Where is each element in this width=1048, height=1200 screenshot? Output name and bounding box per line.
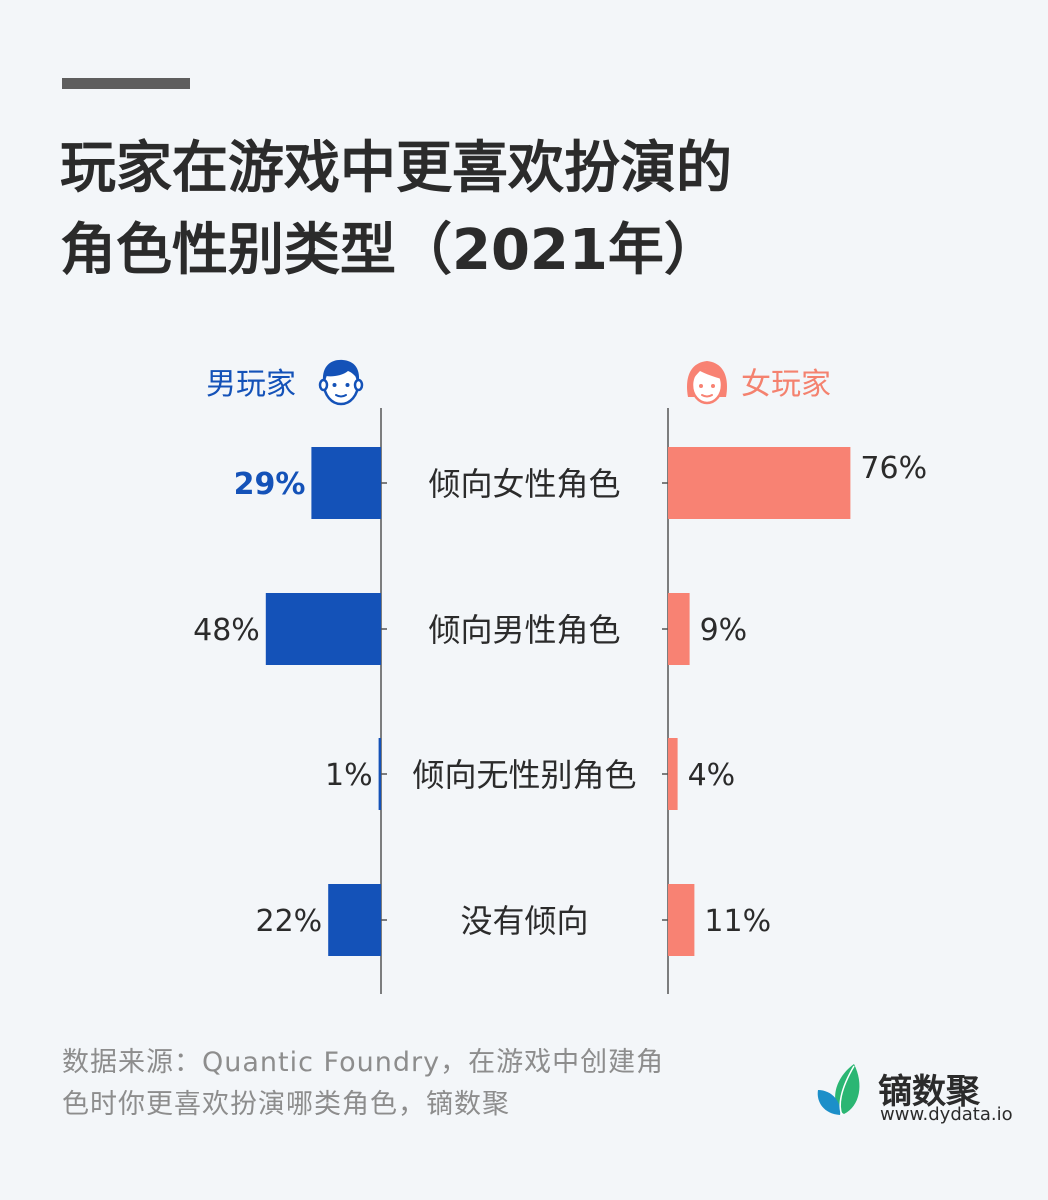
male-value-label: 29% (234, 467, 306, 502)
category-label: 没有倾向 (460, 902, 588, 940)
title-line-2: 角色性别类型（2021年） (60, 218, 720, 283)
category-label: 倾向无性别角色 (412, 756, 636, 794)
male-value-label: 1% (325, 758, 373, 793)
male-bar (378, 738, 381, 810)
female-avatar-icon (686, 361, 728, 405)
male-value-label: 22% (256, 904, 323, 939)
legend-female-label: 女玩家 (741, 367, 831, 402)
butterfly-bar-chart: 29% 76% 倾向女性角色 48% 9% 倾向男性角色 1% 4% 倾向无性别角色 22% 11%… (193, 408, 927, 994)
source-line-2: 色时你更喜欢扮演哪类角色，镝数聚 (62, 1089, 510, 1120)
source-line-1: 数据来源：Quantic Foundry，在游戏中创建角 (62, 1047, 665, 1078)
female-value-label: 76% (860, 451, 927, 486)
male-value-label: 48% (193, 613, 260, 648)
category-label: 倾向男性角色 (428, 611, 620, 649)
source-note: 数据来源：Quantic Foundry，在游戏中创建角 色时你更喜欢扮演哪类角… (62, 1042, 762, 1126)
male-avatar-icon (318, 359, 364, 406)
male-bar (265, 593, 381, 665)
male-bar (328, 884, 381, 956)
leaf-logo-icon (817, 1064, 860, 1116)
page-title: 玩家在游戏中更喜欢扮演的 角色性别类型（2021年） (60, 128, 960, 292)
female-value-label: 9% (700, 613, 748, 648)
title-line-1: 玩家在游戏中更喜欢扮演的 (60, 136, 732, 201)
female-bar (668, 884, 695, 956)
logo-name: 镝数聚 (878, 1072, 980, 1112)
logo-url: www.dydata.io (880, 1104, 1013, 1125)
top-rule (62, 78, 190, 89)
female-bar (668, 447, 851, 519)
female-value-label: 4% (688, 758, 736, 793)
category-label: 倾向女性角色 (428, 465, 620, 503)
legend-male-label: 男玩家 (206, 367, 296, 402)
female-value-label: 11% (704, 904, 771, 939)
female-bar (668, 738, 678, 810)
female-bar (668, 593, 690, 665)
male-bar (311, 447, 381, 519)
